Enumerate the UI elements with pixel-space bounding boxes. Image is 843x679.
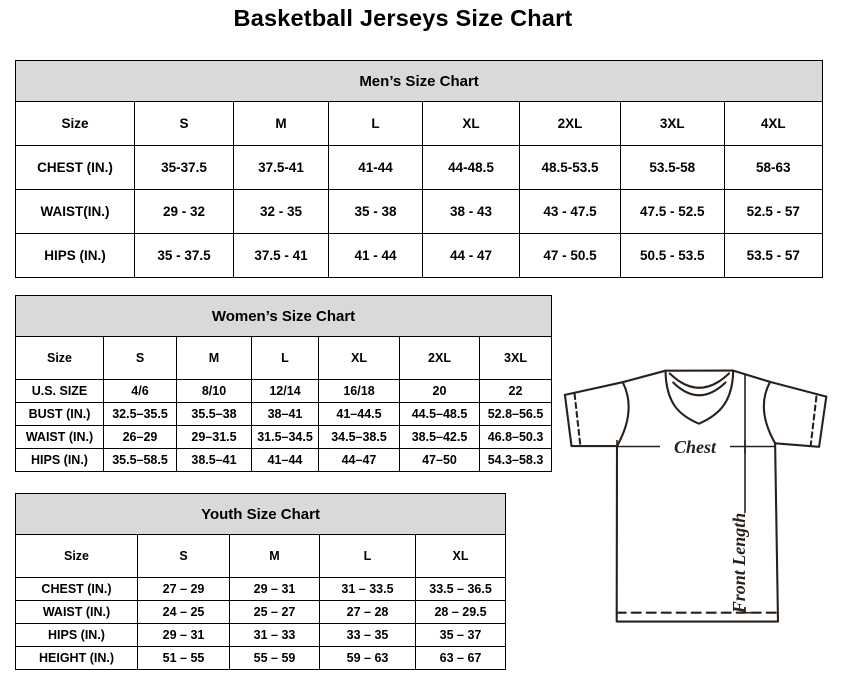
svg-text:Front Length: Front Length [729, 513, 749, 615]
svg-text:Chest: Chest [674, 437, 717, 457]
